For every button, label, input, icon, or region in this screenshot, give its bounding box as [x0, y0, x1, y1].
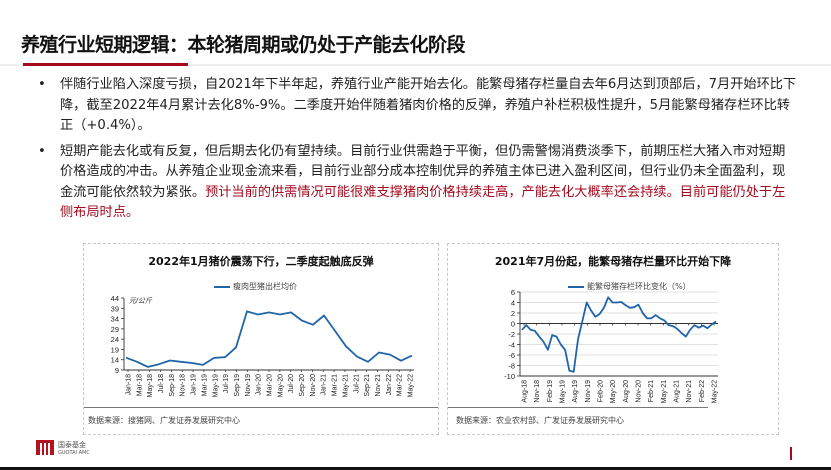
svg-text:39: 39 — [111, 304, 119, 313]
svg-text:Mar-20: Mar-20 — [267, 374, 274, 396]
chart-source: 数据来源：农业农村部、广发证券发展研究中心 — [456, 416, 624, 425]
chart-legend: 瘦肉型猪出栏均价 — [214, 281, 297, 292]
svg-text:Nov-18: Nov-18 — [534, 380, 541, 403]
chart-panel-pig-price: 2022年1月猪价震荡下行，二季度起触底反弹 瘦肉型猪出栏均价 9 14 19 24 2… — [83, 243, 439, 435]
bullet-dot-icon: • — [38, 77, 46, 92]
svg-text:-4: -4 — [508, 341, 515, 350]
svg-text:Jan-18: Jan-18 — [126, 374, 133, 396]
svg-text:Mar-18: Mar-18 — [136, 374, 143, 396]
chart-title: 2021年7月份起，能繁母猪存栏量环比开始下降 — [494, 255, 732, 268]
svg-text:-2: -2 — [508, 330, 515, 339]
source-divider — [84, 407, 438, 408]
svg-text:9: 9 — [115, 366, 119, 375]
footer-divider — [0, 467, 831, 470]
legend-line-icon — [568, 285, 584, 288]
svg-text:Nov-21: Nov-21 — [375, 374, 382, 397]
svg-text:Nov-18: Nov-18 — [180, 374, 187, 397]
svg-text:Sep-19: Sep-19 — [234, 374, 241, 397]
svg-text:Jul-18: Jul-18 — [158, 374, 165, 393]
svg-text:Nov-19: Nov-19 — [245, 374, 252, 397]
bullet-list: • 伴随行业陷入深度亏损，自2021年下半年起，养殖行业产能开始去化。能繁母猪存… — [38, 75, 798, 229]
svg-text:-10: -10 — [504, 372, 515, 381]
svg-text:Nov-19: Nov-19 — [585, 380, 592, 403]
svg-text:Sep-20: Sep-20 — [299, 374, 306, 397]
svg-text:Aug-19: Aug-19 — [572, 380, 579, 403]
title-divider — [0, 64, 831, 66]
logo-name-en: GUOTAI AMC — [58, 450, 90, 456]
svg-text:44: 44 — [111, 294, 119, 303]
svg-text:Jul-21: Jul-21 — [353, 374, 360, 393]
svg-text:Feb-22: Feb-22 — [699, 380, 706, 402]
bullet-dot-icon: • — [38, 143, 46, 159]
svg-text:Aug-21: Aug-21 — [674, 380, 681, 403]
svg-text:Nov-20: Nov-20 — [636, 380, 643, 403]
svg-text:Jul-20: Jul-20 — [288, 374, 295, 393]
svg-text:6: 6 — [511, 288, 515, 297]
svg-text:34: 34 — [111, 315, 119, 324]
svg-text:Feb-21: Feb-21 — [648, 380, 655, 402]
svg-text:Jan-20: Jan-20 — [256, 374, 263, 396]
svg-text:May-21: May-21 — [342, 374, 349, 397]
svg-text:元/公斤: 元/公斤 — [129, 297, 153, 305]
svg-text:2: 2 — [511, 309, 515, 318]
logo-name-cn: 国泰基金 — [58, 441, 86, 449]
bullet-highlight-text: 预计当前的供需情况可能很难支撑猪肉价格持续走高，产能去化大概率还会持续。目前可能… — [60, 184, 786, 221]
legend-label: 瘦肉型猪出栏均价 — [233, 282, 297, 291]
company-logo-text: 国泰基金 GUOTAI AMC — [58, 441, 90, 457]
svg-text:0: 0 — [511, 320, 515, 329]
chart-title: 2022年1月猪价震荡下行，二季度起触底反弹 — [148, 255, 374, 268]
svg-text:May-22: May-22 — [408, 374, 415, 397]
chart-panel-sow-inventory: 2021年7月份起，能繁母猪存栏量环比开始下降 能繁母猪存栏环比变化（%） -1… — [447, 243, 779, 435]
svg-text:May-21: May-21 — [661, 380, 668, 403]
svg-text:May-20: May-20 — [610, 380, 617, 403]
svg-text:Jul-19: Jul-19 — [223, 374, 230, 393]
svg-text:May-22: May-22 — [712, 380, 719, 403]
svg-text:Jan-19: Jan-19 — [191, 374, 198, 396]
source-divider — [448, 407, 708, 408]
chart-legend: 能繁母猪存栏环比变化（%） — [568, 281, 691, 292]
bullet-item: • 伴随行业陷入深度亏损，自2021年下半年起，养殖行业产能开始去化。能繁母猪存… — [38, 75, 798, 137]
svg-text:Aug-18: Aug-18 — [522, 380, 529, 403]
chart-source: 数据来源：搜猪网、广发证券发展研究中心 — [88, 416, 240, 425]
page-title: 养殖行业短期逻辑：本轮猪周期或仍处于产能去化阶段 — [21, 34, 466, 56]
bullet-item: • 短期产能去化或有反复，但后期去化仍有望持续。目前行业供需趋于平衡，但仍需警惕… — [38, 142, 798, 224]
svg-text:Aug-20: Aug-20 — [623, 380, 630, 403]
svg-text:May-20: May-20 — [277, 374, 284, 397]
company-logo-icon — [36, 440, 54, 462]
line-chart-sow-mom: -10-8 -6-4 -20 24 6 Aug-18 Nov-18 Feb-19 May-19 A… — [504, 288, 719, 403]
svg-text:Mar-21: Mar-21 — [332, 374, 339, 396]
svg-text:-8: -8 — [508, 362, 515, 371]
svg-text:Feb-20: Feb-20 — [598, 380, 605, 402]
svg-text:-6: -6 — [508, 351, 515, 360]
title-accent-bar — [23, 63, 188, 66]
bullet-text: 伴随行业陷入深度亏损，自2021年下半年起，养殖行业产能开始去化。能繁母猪存栏量… — [60, 77, 797, 133]
legend-line-icon — [214, 285, 230, 288]
svg-text:Sep-21: Sep-21 — [364, 374, 371, 397]
svg-text:19: 19 — [111, 345, 119, 354]
svg-text:May-19: May-19 — [212, 374, 219, 397]
page-marker — [790, 447, 792, 460]
svg-text:Jan-21: Jan-21 — [321, 374, 328, 396]
svg-text:May-18: May-18 — [147, 374, 154, 397]
svg-text:Jan-22: Jan-22 — [386, 374, 393, 396]
svg-text:Nov-20: Nov-20 — [310, 374, 317, 397]
svg-text:29: 29 — [111, 325, 119, 334]
svg-text:Mar-22: Mar-22 — [397, 374, 404, 396]
svg-text:May-19: May-19 — [560, 380, 567, 403]
svg-text:4: 4 — [511, 299, 515, 308]
svg-text:Mar-19: Mar-19 — [201, 374, 208, 396]
svg-text:14: 14 — [111, 356, 119, 365]
legend-label: 能繁母猪存栏环比变化（%） — [587, 282, 691, 291]
svg-text:Sep-18: Sep-18 — [169, 374, 176, 397]
svg-text:Nov-21: Nov-21 — [686, 380, 693, 403]
svg-text:Feb-19: Feb-19 — [547, 380, 554, 402]
svg-text:24: 24 — [111, 335, 119, 344]
bullet-text: 短期产能去化或有反复，但后期去化仍有望持续。目前行业供需趋于平衡，但仍需警惕消费… — [60, 143, 786, 200]
